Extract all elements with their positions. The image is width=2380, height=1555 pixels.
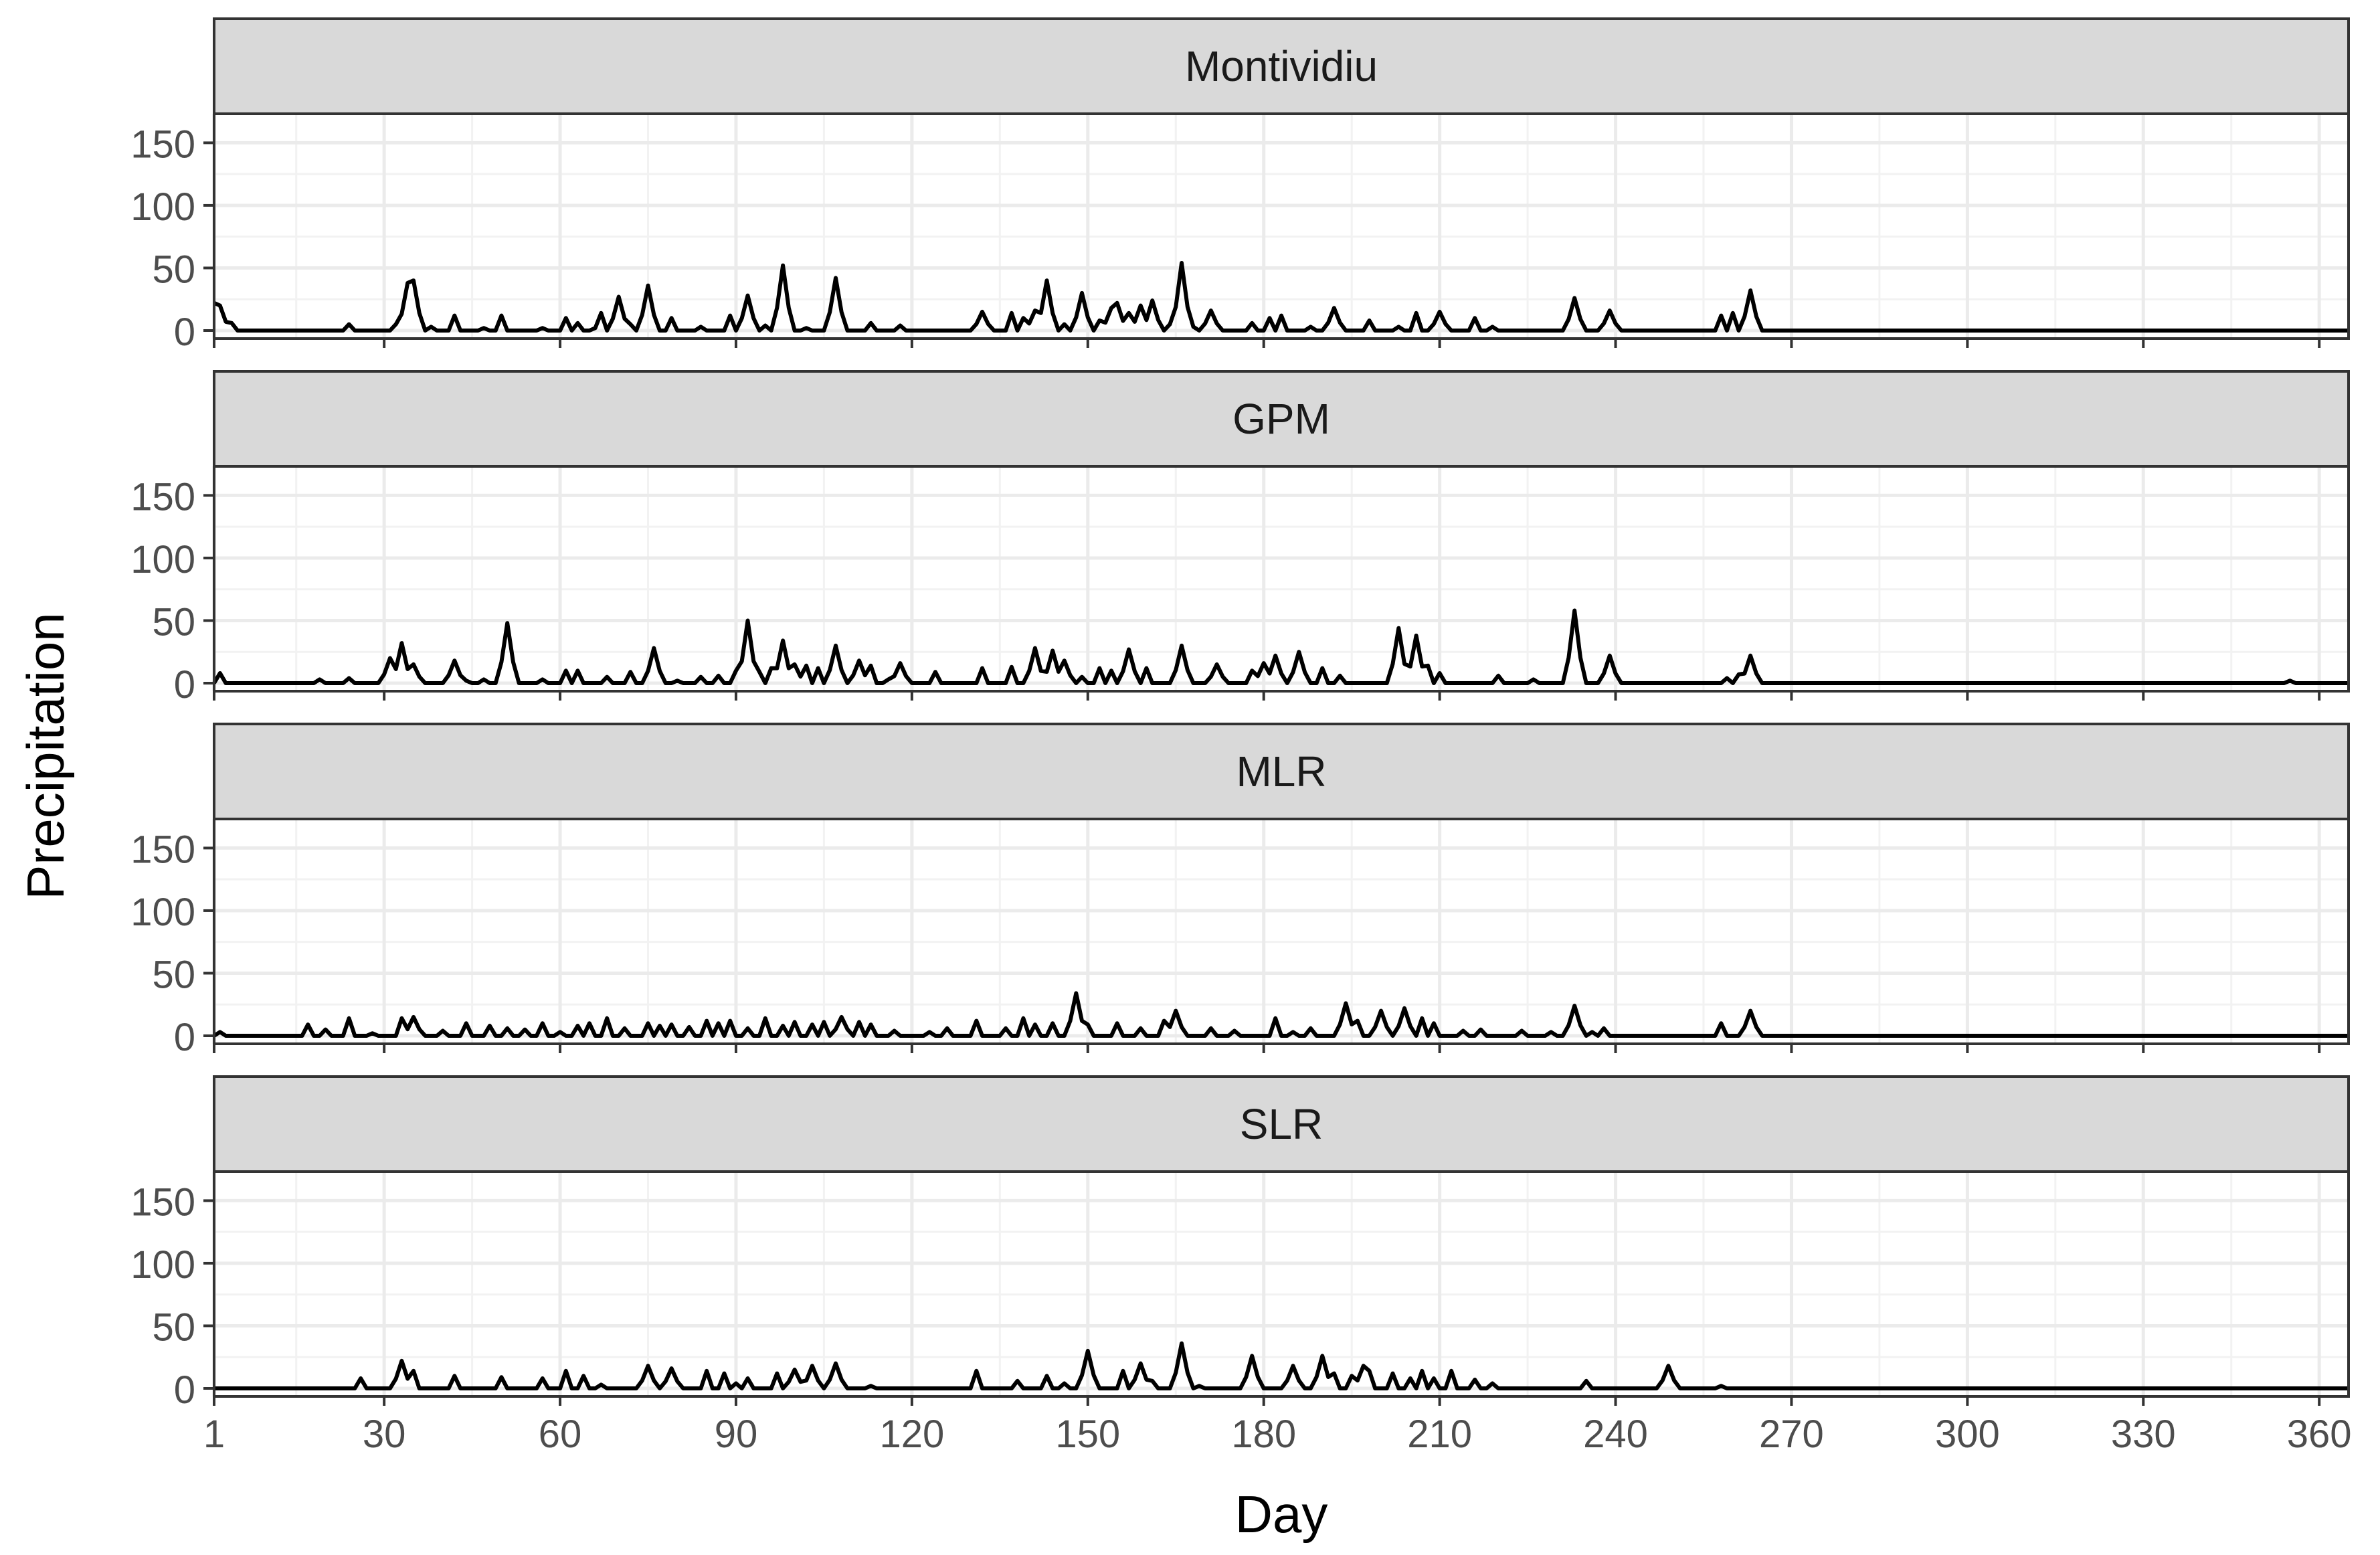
x-tick-label: 330	[2111, 1412, 2176, 1456]
y-tick-label: 150	[130, 475, 195, 519]
y-tick-label: 100	[130, 185, 195, 229]
series-line-montividiu	[213, 261, 2349, 333]
y-tick-label: 50	[152, 600, 195, 644]
y-tick-label: 100	[130, 891, 195, 934]
y-tick-label: 100	[130, 1243, 195, 1287]
x-tick-label: 120	[879, 1412, 944, 1456]
x-tick-label: 210	[1407, 1412, 1472, 1456]
facet-strip-label-4: SLR	[1240, 1100, 1323, 1148]
facet-strip-4	[213, 1075, 2350, 1173]
series-line-mlr	[213, 991, 2349, 1038]
x-tick-label: 30	[363, 1412, 406, 1456]
x-tick-label: 360	[2287, 1412, 2352, 1456]
y-tick-label: 0	[174, 310, 195, 354]
x-tick-label: 270	[1759, 1412, 1824, 1456]
facet-strip-2	[213, 370, 2350, 468]
series-line-gpm	[212, 608, 2349, 685]
facet-strip-label-2: GPM	[1232, 395, 1330, 443]
panel-background-4	[214, 1172, 2349, 1396]
y-tick-label: 100	[130, 538, 195, 581]
x-axis-title: Day	[1235, 1485, 1328, 1544]
panel-background-1	[214, 114, 2349, 339]
y-tick-label: 0	[174, 1016, 195, 1059]
y-tick-label: 50	[152, 953, 195, 996]
y-tick-label: 150	[130, 122, 195, 166]
y-tick-label: 50	[152, 248, 195, 291]
facet-strip-3	[213, 723, 2350, 820]
x-tick-label: 60	[539, 1412, 582, 1456]
x-tick-label: 180	[1231, 1412, 1296, 1456]
y-tick-label: 50	[152, 1305, 195, 1349]
y-axis-title: Precipitation	[16, 612, 75, 899]
panel-border-2	[213, 465, 2350, 693]
facet-strip-label-3: MLR	[1236, 747, 1326, 796]
series-line-slr	[214, 1341, 2349, 1390]
y-tick-label: 0	[174, 663, 195, 707]
panel-background-3	[214, 819, 2349, 1044]
y-tick-label: 150	[130, 1180, 195, 1224]
x-tick-label: 90	[715, 1412, 758, 1456]
panel-border-4	[213, 1170, 2350, 1398]
y-tick-label: 150	[130, 828, 195, 871]
facet-strip-1	[213, 17, 2350, 115]
facet-strip-label-1: Montividiu	[1185, 42, 1378, 90]
x-tick-label: 1	[203, 1412, 225, 1456]
panel-border-1	[213, 112, 2350, 340]
y-tick-label: 0	[174, 1368, 195, 1412]
x-tick-label: 150	[1055, 1412, 1120, 1456]
x-tick-label: 240	[1583, 1412, 1648, 1456]
panel-border-3	[213, 818, 2350, 1045]
panel-background-2	[214, 466, 2349, 691]
x-tick-label: 300	[1935, 1412, 2000, 1456]
